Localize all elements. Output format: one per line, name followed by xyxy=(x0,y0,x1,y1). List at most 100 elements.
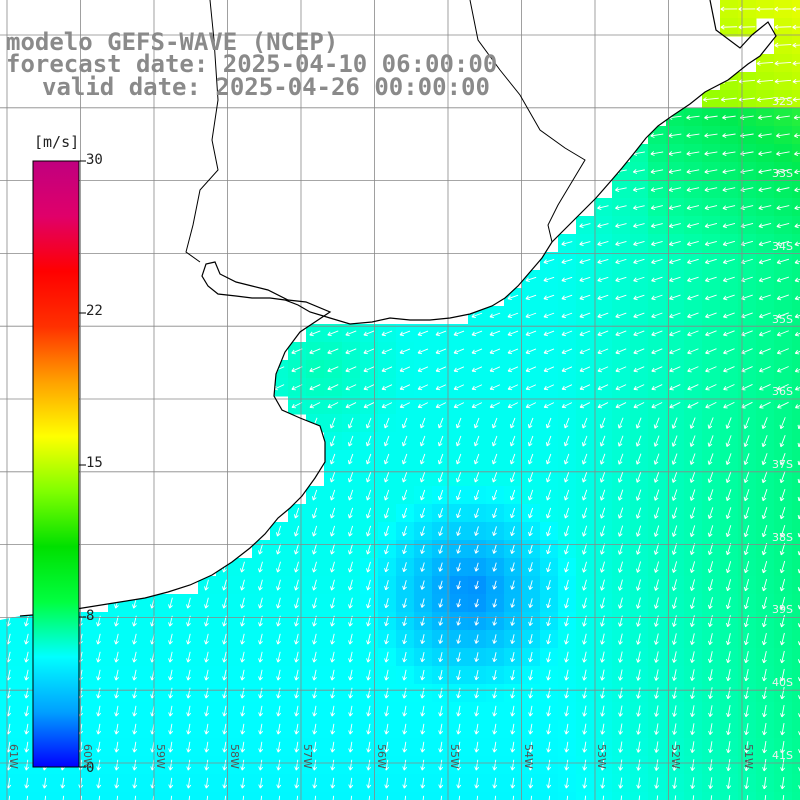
wind-arrow xyxy=(438,508,444,519)
wind-arrow xyxy=(345,384,357,391)
wind-arrow xyxy=(744,687,749,700)
wind-arrow xyxy=(438,598,444,608)
wind-arrow xyxy=(132,687,137,699)
wind-arrow xyxy=(653,597,659,609)
wind-arrow xyxy=(419,435,426,447)
wind-arrow xyxy=(671,507,678,519)
wind-arrow xyxy=(329,453,336,465)
wind-arrow xyxy=(597,330,609,337)
wind-arrow xyxy=(636,669,641,681)
wind-arrow xyxy=(546,705,552,717)
wind-arrow xyxy=(456,723,462,735)
wind-arrow xyxy=(453,384,465,391)
wind-arrow xyxy=(722,223,736,229)
wind-arrow xyxy=(581,417,588,429)
wind-arrow xyxy=(512,795,515,800)
wind-arrow xyxy=(689,435,696,447)
wind-arrow xyxy=(453,402,465,409)
wind-arrow xyxy=(474,508,479,519)
wind-arrow xyxy=(726,777,732,790)
wind-arrow xyxy=(258,543,263,555)
wind-arrow xyxy=(276,651,281,663)
wind-arrow xyxy=(474,634,480,644)
wind-arrow xyxy=(668,133,682,138)
wind-arrow xyxy=(654,687,659,699)
wind-arrow xyxy=(327,384,339,391)
wind-arrow xyxy=(704,240,717,247)
wind-arrow xyxy=(776,312,789,319)
wind-arrow xyxy=(707,543,714,556)
wind-arrow xyxy=(24,759,30,771)
wind-arrow xyxy=(345,330,357,337)
wind-arrow xyxy=(636,687,641,699)
wind-arrow xyxy=(492,634,498,644)
wind-arrow xyxy=(258,651,263,663)
wind-arrow xyxy=(743,633,749,646)
wind-arrow xyxy=(548,795,551,800)
wind-arrow xyxy=(276,525,282,537)
wind-arrow xyxy=(186,669,191,681)
wind-arrow xyxy=(794,277,800,283)
wind-arrow xyxy=(543,294,555,301)
wind-arrow xyxy=(294,723,300,735)
wind-arrow xyxy=(399,384,411,391)
wind-arrow xyxy=(654,651,659,663)
wind-arrow xyxy=(222,651,227,663)
wind-arrow xyxy=(687,348,699,355)
wind-arrow xyxy=(546,525,552,537)
wind-arrow xyxy=(510,598,516,608)
wind-arrow xyxy=(399,402,411,409)
wind-arrow xyxy=(617,417,624,429)
wind-arrow xyxy=(672,723,677,735)
wind-arrow xyxy=(438,562,443,572)
wind-arrow xyxy=(507,330,519,337)
wind-arrow xyxy=(168,741,174,753)
wind-arrow xyxy=(797,641,800,646)
wind-arrow xyxy=(671,561,678,573)
wind-arrow xyxy=(327,348,339,355)
lon-label: 55W xyxy=(448,744,461,769)
wind-arrow xyxy=(330,597,335,609)
wind-arrow xyxy=(758,312,771,319)
wind-arrow xyxy=(581,453,588,465)
wind-arrow xyxy=(384,543,389,555)
wind-arrow xyxy=(420,669,425,681)
wind-arrow xyxy=(600,759,606,771)
wind-arrow xyxy=(510,580,515,590)
wind-arrow xyxy=(240,741,246,753)
wind-arrow xyxy=(132,651,137,663)
wind-arrow xyxy=(438,741,444,753)
wind-arrow xyxy=(294,687,299,699)
wind-arrow xyxy=(672,741,678,753)
wind-arrow xyxy=(758,258,771,265)
wind-arrow xyxy=(563,453,570,465)
wind-arrow xyxy=(132,705,138,717)
wind-arrow xyxy=(204,705,210,717)
wind-arrow xyxy=(312,543,317,555)
wind-arrow xyxy=(417,384,429,391)
wind-arrow xyxy=(510,634,516,645)
wind-arrow xyxy=(600,741,606,753)
wind-arrow xyxy=(204,723,210,735)
wind-arrow xyxy=(474,652,480,663)
wind-arrow xyxy=(116,795,119,800)
wind-arrow xyxy=(384,687,389,699)
wind-arrow xyxy=(492,723,498,735)
wind-arrow xyxy=(633,258,645,265)
wind-arrow xyxy=(240,561,245,573)
wind-arrow xyxy=(402,562,407,573)
wind-arrow xyxy=(474,598,480,608)
wind-arrow xyxy=(650,223,663,229)
wind-arrow xyxy=(311,489,318,501)
wind-arrow xyxy=(168,669,173,681)
wind-arrow xyxy=(579,330,591,337)
wind-arrow xyxy=(758,151,772,157)
wind-arrow xyxy=(386,795,389,800)
speed-cell xyxy=(792,126,800,145)
wind-arrow xyxy=(294,543,299,555)
wind-arrow xyxy=(330,543,335,555)
wind-arrow xyxy=(492,544,497,554)
wind-arrow xyxy=(24,669,29,681)
wind-arrow xyxy=(725,507,732,520)
